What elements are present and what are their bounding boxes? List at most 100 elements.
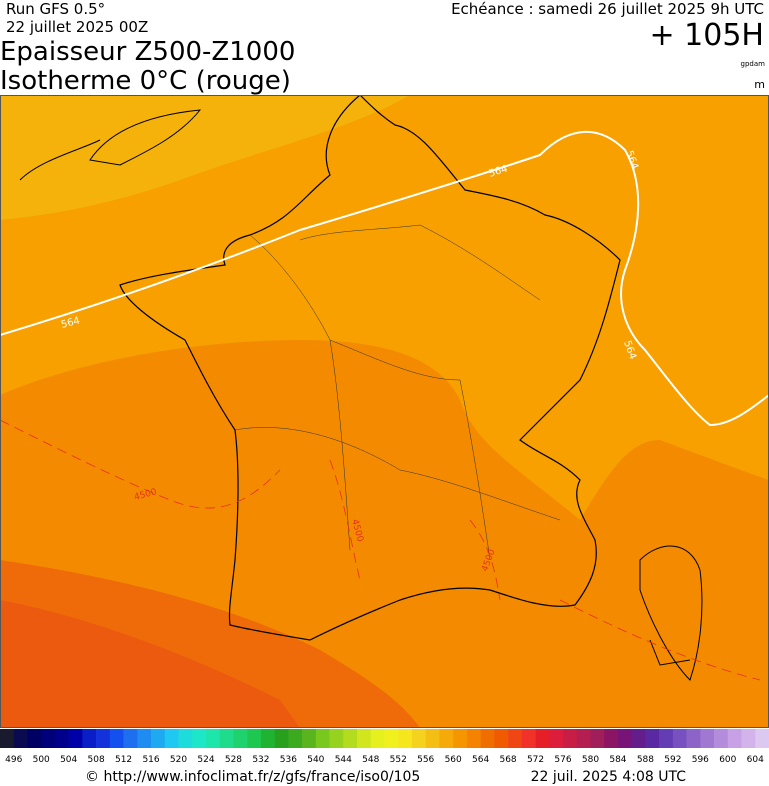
scale-swatch <box>151 729 166 748</box>
source-url: © http://www.infoclimat.fr/z/gfs/france/… <box>85 769 420 785</box>
scale-swatch <box>508 729 523 748</box>
unit: gpdam <box>741 60 766 68</box>
scale-label: 560 <box>445 755 462 765</box>
scale-swatch <box>164 729 179 748</box>
contour-thickness <box>0 130 769 427</box>
scale-label: 496 <box>5 755 22 765</box>
scale-swatch <box>439 729 454 748</box>
scale-swatch <box>68 729 83 748</box>
scale-swatch <box>727 729 742 748</box>
scale-swatch <box>357 729 372 748</box>
scale-label: 584 <box>609 755 626 765</box>
scale-label: 516 <box>142 755 159 765</box>
borders <box>234 224 561 561</box>
contour-label: 564 <box>60 315 81 331</box>
scale-label: 552 <box>390 755 407 765</box>
scale-swatch <box>494 729 509 748</box>
scale-swatch <box>219 729 234 748</box>
scale-swatch <box>384 729 399 748</box>
coastline <box>19 109 703 681</box>
scale-swatch <box>178 729 193 748</box>
run: Run GFS 0.5° <box>6 0 105 18</box>
scale-swatch <box>425 729 440 748</box>
scale-label: 544 <box>335 755 352 765</box>
scale-label: 520 <box>170 755 187 765</box>
unit: m <box>754 78 765 91</box>
scale-swatch <box>659 729 674 748</box>
scale-swatch <box>82 729 97 748</box>
scale-label: 572 <box>527 755 544 765</box>
scale-label: 564 <box>472 755 489 765</box>
scale-label: 580 <box>582 755 599 765</box>
scale-label: 508 <box>88 755 105 765</box>
scale-swatch <box>370 729 385 748</box>
scale-label: 524 <box>197 755 214 765</box>
scale-swatch <box>563 729 578 748</box>
scale-swatch <box>247 729 262 748</box>
scale-swatch <box>398 729 413 748</box>
scale-swatch <box>192 729 207 748</box>
scale-swatch <box>41 729 56 748</box>
scale-swatch <box>480 729 495 748</box>
scale-label: 600 <box>719 755 736 765</box>
scale-label: 528 <box>225 755 242 765</box>
scale-swatch <box>315 729 330 748</box>
scale-label: 592 <box>664 755 681 765</box>
scale-swatch <box>123 729 138 748</box>
title: Epaisseur Z500-Z1000 <box>0 37 295 67</box>
scale-swatch <box>604 729 619 748</box>
scale-swatch <box>96 729 111 748</box>
scale-swatch <box>137 729 152 748</box>
scale-label: 588 <box>637 755 654 765</box>
scale-swatch <box>617 729 632 748</box>
scale-swatch <box>411 729 426 748</box>
subtitle: Isotherme 0°C (rouge) <box>0 66 291 96</box>
scale-swatch <box>466 729 481 748</box>
scale-swatch <box>645 729 660 748</box>
scale-swatch <box>302 729 317 748</box>
scale-swatch <box>631 729 646 748</box>
scale-swatch <box>535 729 550 748</box>
scale-swatch <box>755 729 769 748</box>
field <box>0 95 410 220</box>
scale-swatch <box>260 729 275 748</box>
scale-label: 500 <box>33 755 50 765</box>
field <box>0 600 300 728</box>
scale-label: 512 <box>115 755 132 765</box>
scale-label: 540 <box>307 755 324 765</box>
scale-swatch <box>329 729 344 748</box>
scale-swatch <box>288 729 303 748</box>
scale-swatch <box>672 729 687 748</box>
scale-swatch <box>576 729 591 748</box>
scale-swatch <box>343 729 358 748</box>
scale-label: 604 <box>747 755 764 765</box>
scale-swatch <box>0 729 15 748</box>
scale-swatch <box>686 729 701 748</box>
scale-swatch <box>54 729 69 748</box>
scale-swatch <box>205 729 221 748</box>
scale-swatch <box>274 729 289 748</box>
lead-time: + 105H <box>650 18 765 53</box>
scale-swatch <box>549 729 564 748</box>
generated-time: 22 juil. 2025 4:08 UTC <box>531 769 687 785</box>
scale-label: 504 <box>60 755 77 765</box>
run-date: 22 juillet 2025 00Z <box>6 18 148 36</box>
scale-swatch <box>453 729 468 748</box>
coastline <box>119 95 621 641</box>
scale-swatch <box>714 729 729 748</box>
scale-swatch <box>741 729 756 748</box>
scale-label: 532 <box>252 755 269 765</box>
scale-label: 576 <box>554 755 571 765</box>
scale-label: 568 <box>499 755 516 765</box>
scale-label: 596 <box>692 755 709 765</box>
scale-swatch <box>13 729 28 748</box>
scale-swatch <box>521 729 536 748</box>
scale-label: 536 <box>280 755 297 765</box>
scale-swatch <box>590 729 605 748</box>
valid-time: Echéance : samedi 26 juillet 2025 9h UTC <box>451 0 764 18</box>
map: 564 564 564 564 4500 4500 4500 <box>0 95 769 728</box>
scale-swatch <box>27 729 42 748</box>
scale-swatch <box>109 729 124 748</box>
scale-swatch <box>233 729 248 748</box>
